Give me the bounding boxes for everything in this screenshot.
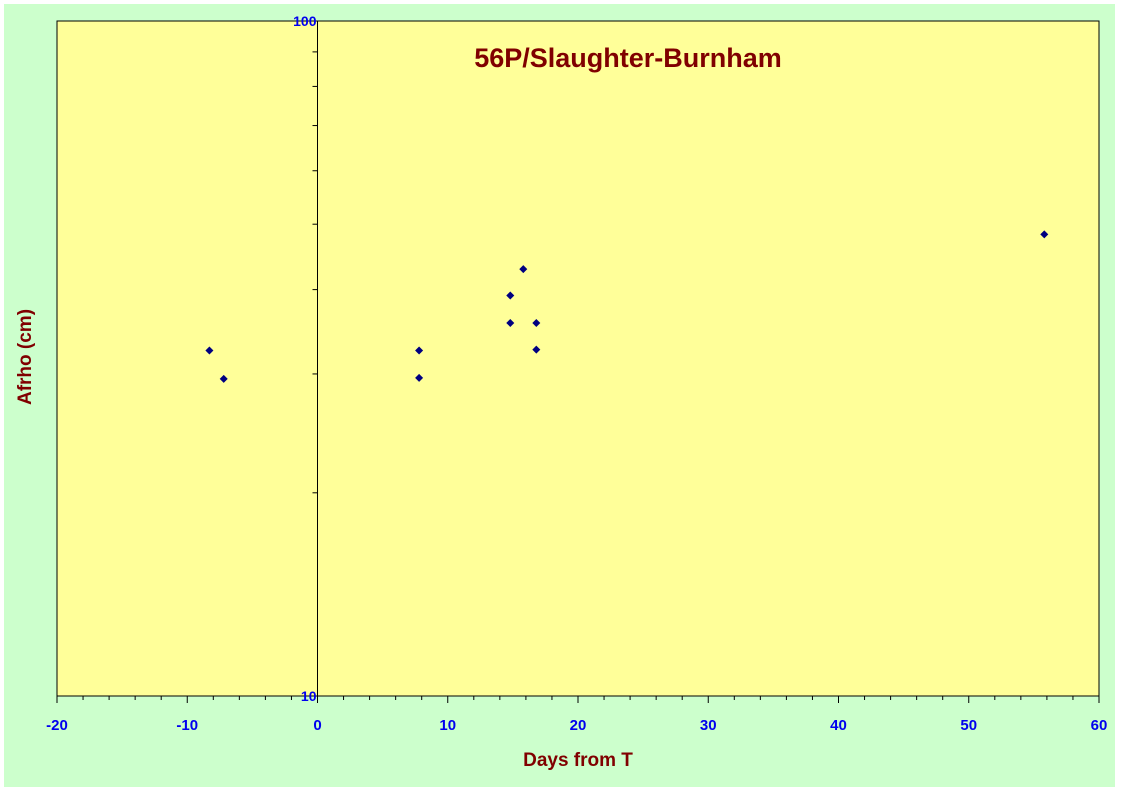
data-point: [219, 374, 228, 383]
x-tick-label: 40: [830, 717, 847, 734]
y-tick-label: 100: [293, 13, 317, 29]
x-tick-label: 30: [700, 717, 717, 734]
x-axis-title: Days from T: [523, 750, 633, 771]
data-point: [415, 373, 424, 382]
ticks: [56, 20, 1100, 703]
x-tick-label: 0: [313, 717, 321, 734]
x-tick-label: 20: [570, 717, 587, 734]
x-tick-label: 10: [439, 717, 456, 734]
data-point: [519, 265, 528, 274]
y-axis-title: Afrho (cm): [15, 309, 36, 405]
data-point: [415, 346, 424, 355]
data-point: [532, 318, 541, 327]
tick-labels: -20 -10 0 10 20 30 40 50 60 10 100: [46, 13, 1107, 734]
x-tick-label: -20: [46, 717, 68, 734]
plot-area: [56, 20, 1100, 697]
y-tick-label: 10: [301, 688, 317, 704]
data-point: [506, 318, 515, 327]
x-tick-label: 50: [960, 717, 977, 734]
data-point: [1040, 230, 1049, 239]
data-point: [506, 291, 515, 300]
x-tick-label: 60: [1091, 717, 1108, 734]
x-tick-label: -10: [176, 717, 198, 734]
data-points: [205, 230, 1049, 383]
chart-title: 56P/Slaughter-Burnham: [474, 43, 782, 73]
data-point: [532, 345, 541, 354]
data-point: [205, 346, 214, 355]
